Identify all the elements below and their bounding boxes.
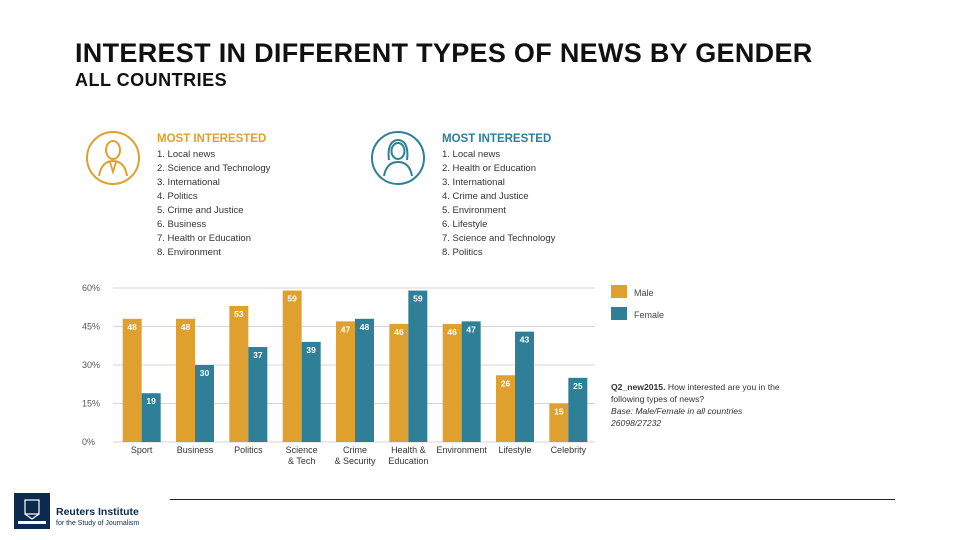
y-tick-label: 60% <box>82 283 100 293</box>
list-item: 4. Crime and Justice <box>442 191 529 202</box>
chart-subtitle: ALL COUNTRIES <box>75 70 228 90</box>
data-label: 37 <box>253 350 263 360</box>
legend-swatch-male <box>611 285 627 298</box>
bar-male <box>336 321 355 442</box>
list-item: 5. Environment <box>442 205 506 216</box>
female-interest-list: 1. Local news 2. Health or Education 3. … <box>442 148 555 260</box>
bar-male <box>496 375 515 442</box>
legend-label-female: Female <box>634 310 665 320</box>
data-label: 53 <box>234 309 244 319</box>
bar-male <box>442 323 462 442</box>
list-item: 8. Environment <box>157 247 221 258</box>
data-label: 19 <box>146 396 156 406</box>
x-tick-label: Celebrity <box>551 445 587 455</box>
data-label: 25 <box>573 381 583 391</box>
list-item: 7. Science and Technology <box>442 233 556 244</box>
data-label: 59 <box>287 294 297 304</box>
data-label: 48 <box>360 322 370 332</box>
bar-male <box>176 318 195 442</box>
male-interest-list: 1. Local news 2. Science and Technology … <box>157 148 270 260</box>
y-tick-label: 30% <box>82 360 100 370</box>
list-item: 3. International <box>442 177 505 188</box>
note-question-text: How interested are you in the following … <box>611 382 780 404</box>
footer-divider <box>170 499 895 500</box>
bar-female <box>248 347 268 442</box>
x-tick-label: Science <box>286 445 318 455</box>
data-label: 30 <box>200 368 210 378</box>
bar-male <box>549 403 569 442</box>
list-item: 8. Politics <box>442 247 483 258</box>
note-question-code: Q2_new2015. <box>611 382 666 392</box>
y-tick-label: 15% <box>82 399 100 409</box>
bar-female <box>355 318 374 442</box>
org-subtitle: for the Study of Journalism <box>56 520 140 527</box>
x-tick-label: Lifestyle <box>498 445 531 455</box>
male-panel-heading: MOST INTERESTED <box>157 133 267 145</box>
y-tick-label: 45% <box>82 322 100 332</box>
female-panel-heading: MOST INTERESTED <box>442 133 552 145</box>
x-tick-label: & Security <box>334 456 376 466</box>
data-label: 43 <box>520 335 530 345</box>
x-tick-label: Health & <box>391 445 426 455</box>
bar-male <box>122 318 142 442</box>
female-avatar-icon <box>371 131 425 185</box>
x-tick-label: & Tech <box>288 456 315 466</box>
x-tick-label: Politics <box>234 445 263 455</box>
list-item: 6. Business <box>157 219 207 230</box>
x-tick-label: Business <box>177 445 214 455</box>
x-tick-label: Environment <box>436 445 487 455</box>
list-item: 4. Politics <box>157 191 198 202</box>
bar-male <box>229 305 249 442</box>
list-item: 6. Lifestyle <box>442 219 488 230</box>
list-item: 2. Science and Technology <box>157 163 271 174</box>
legend-swatch-female <box>611 307 627 320</box>
data-label: 39 <box>306 345 316 355</box>
survey-note: Q2_new2015. How interested are you in th… <box>611 381 786 429</box>
data-label: 48 <box>181 322 191 332</box>
list-item: 5. Crime and Justice <box>157 205 244 216</box>
data-label: 26 <box>501 378 511 388</box>
list-item: 2. Health or Education <box>442 163 537 174</box>
note-base: Base: Male/Female in all countries 26098… <box>611 406 743 428</box>
list-item: 1. Local news <box>442 149 501 160</box>
bar-female <box>195 365 214 442</box>
y-tick-label: 0% <box>82 437 95 447</box>
bar-female <box>568 377 588 442</box>
bar-male <box>282 290 302 442</box>
data-label: 46 <box>447 327 457 337</box>
bar-female <box>141 393 161 442</box>
bar-female <box>515 331 534 442</box>
chart-title: INTEREST IN DIFFERENT TYPES OF NEWS BY G… <box>75 38 813 68</box>
bar-female <box>408 290 428 442</box>
oxford-logo <box>14 493 50 529</box>
list-item: 7. Health or Education <box>157 233 252 244</box>
data-label: 47 <box>341 324 351 334</box>
x-tick-label: Crime <box>343 445 367 455</box>
bar-male <box>389 323 409 442</box>
male-avatar-icon <box>86 131 140 185</box>
bar-female <box>461 321 481 442</box>
data-label: 48 <box>127 322 137 332</box>
x-tick-label: Education <box>388 456 428 466</box>
data-label: 15 <box>554 407 564 417</box>
org-name: Reuters Institute <box>56 506 139 518</box>
list-item: 3. International <box>157 177 220 188</box>
data-label: 47 <box>466 324 476 334</box>
list-item: 1. Local news <box>157 149 216 160</box>
bar-chart: 0% 15% 30% 45% 60% 48 19 Sport 48 30 Business 53 37 P… <box>82 283 595 466</box>
data-label: 46 <box>394 327 404 337</box>
x-tick-label: Sport <box>131 445 153 455</box>
legend-label-male: Male <box>634 288 654 298</box>
data-label: 59 <box>413 294 423 304</box>
bar-female <box>301 341 321 442</box>
